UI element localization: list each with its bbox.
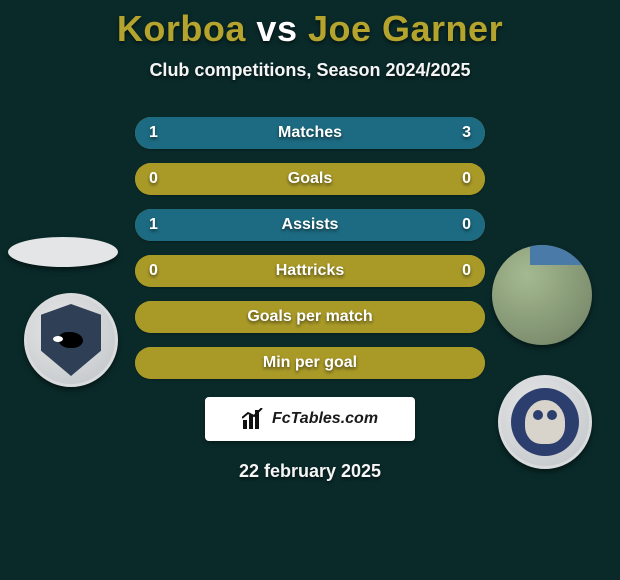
subtitle: Club competitions, Season 2024/2025: [149, 60, 470, 81]
player1-name: Korboa: [117, 8, 246, 49]
player1-club-crest: [24, 293, 118, 387]
stat-label: Assists: [282, 216, 339, 234]
stat-label: Goals: [288, 170, 332, 188]
stat-row: Goals per match: [135, 301, 485, 333]
chart-icon: [242, 408, 266, 430]
stat-rows: 1 Matches 3 0 Goals 0 1 Assists 0 0 Hattricks 0 Goal…: [135, 117, 485, 379]
stat-value-right: 0: [462, 170, 471, 188]
stat-value-right: 0: [462, 216, 471, 234]
stat-row: 0 Goals 0: [135, 163, 485, 195]
date-text: 22 february 2025: [239, 461, 381, 482]
infographic-root: Korboa vs Joe Garner Club competitions, …: [0, 0, 620, 580]
stat-label: Goals per match: [247, 308, 372, 326]
stat-value-right: 0: [462, 262, 471, 280]
stat-label: Min per goal: [263, 354, 357, 372]
player1-avatar: [8, 237, 118, 267]
stat-value-left: 0: [149, 170, 158, 188]
stat-row: 1 Matches 3: [135, 117, 485, 149]
crest-shield-icon: [41, 304, 101, 376]
brand-text: FcTables.com: [272, 410, 378, 428]
player2-avatar: [492, 245, 592, 345]
player2-name: Joe Garner: [308, 8, 503, 49]
stat-row: 1 Assists 0: [135, 209, 485, 241]
stat-value-left: 1: [149, 216, 158, 234]
owl-icon: [525, 400, 565, 444]
brand-badge: FcTables.com: [205, 397, 415, 441]
player2-club-crest: [498, 375, 592, 469]
vs-text: vs: [256, 8, 297, 49]
stat-label: Hattricks: [276, 262, 344, 280]
stats-area: 1 Matches 3 0 Goals 0 1 Assists 0 0 Hattricks 0 Goal…: [0, 117, 620, 379]
stat-row: 0 Hattricks 0: [135, 255, 485, 287]
stat-label: Matches: [278, 124, 342, 142]
page-title: Korboa vs Joe Garner: [117, 8, 503, 50]
stat-value-left: 0: [149, 262, 158, 280]
stat-value-right: 3: [462, 124, 471, 142]
crest-circle-icon: [511, 388, 579, 456]
stat-value-left: 1: [149, 124, 158, 142]
magpie-icon: [59, 332, 83, 348]
stat-row: Min per goal: [135, 347, 485, 379]
